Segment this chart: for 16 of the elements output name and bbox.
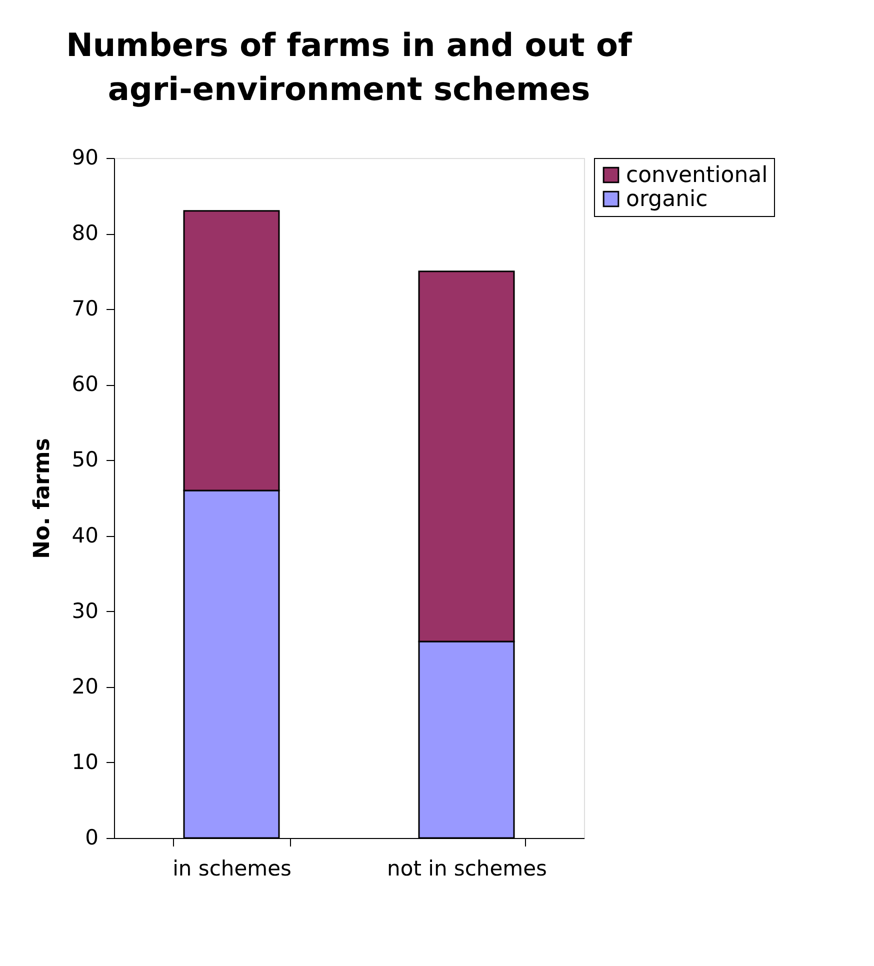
y-tick-label: 60: [72, 372, 98, 396]
y-tick-label: 50: [72, 448, 98, 472]
y-tick-label: 30: [72, 598, 98, 623]
y-tick-label: 80: [72, 221, 98, 246]
y-tick-label: 0: [85, 826, 98, 850]
legend-label: organic: [626, 187, 708, 212]
y-tick-label: 70: [72, 296, 98, 321]
x-tick-label: in schemes: [172, 856, 292, 880]
y-tick-label: 40: [72, 523, 98, 548]
chart-title: Numbers of farms in and out of agri-environment schemes: [66, 26, 633, 108]
y-tick-label: 10: [72, 750, 98, 774]
legend-label: conventional: [626, 163, 768, 188]
y-tick-label: 90: [72, 146, 98, 170]
y-tick-label: 20: [72, 674, 98, 698]
y-axis-title: No. farms: [30, 438, 55, 559]
x-tick-label: not in schemes: [387, 856, 547, 880]
